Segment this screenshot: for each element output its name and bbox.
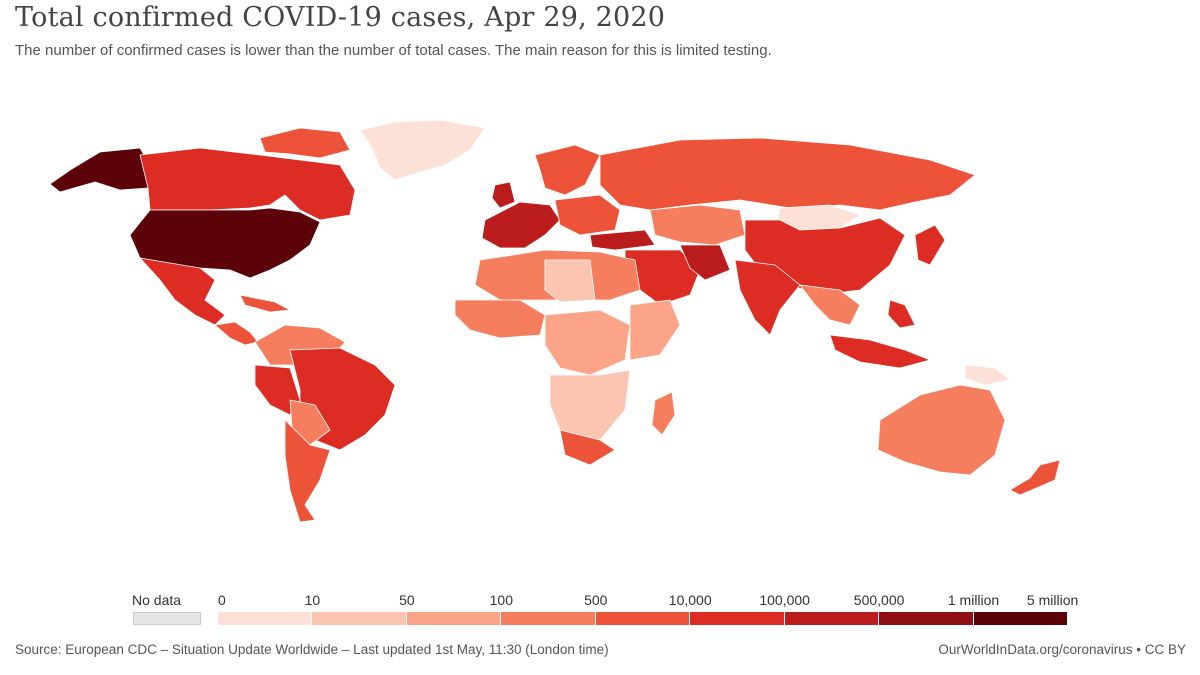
legend-tick-label: 10,000 xyxy=(668,592,712,608)
legend-tick-label: 100 xyxy=(489,592,514,608)
map-title: Total confirmed COVID-19 cases, Apr 29, … xyxy=(15,2,666,33)
legend-tick-label: 50 xyxy=(399,592,415,608)
region-iran xyxy=(679,244,731,281)
region-eastern-europe xyxy=(554,194,621,236)
region-western-europe xyxy=(481,201,561,249)
region-central-africa xyxy=(544,309,631,376)
region-central-america xyxy=(214,321,259,346)
legend-color-scale xyxy=(218,612,1068,625)
legend-tick-label: 10 xyxy=(304,592,321,608)
legend-tick-label: 500,000 xyxy=(853,592,905,608)
region-madagascar xyxy=(651,391,676,436)
region-peru xyxy=(254,364,301,416)
region-south-africa xyxy=(559,429,616,466)
region-philippines xyxy=(887,299,916,329)
region-papua-new-guinea xyxy=(964,364,1011,386)
region-australia xyxy=(877,384,1006,476)
region-bolivia xyxy=(289,399,331,446)
legend-swatch xyxy=(312,612,407,625)
region-greenland xyxy=(359,119,486,181)
legend-tick-label: 100,000 xyxy=(759,592,810,608)
legend-swatch xyxy=(973,612,1068,625)
region-arctic-canada xyxy=(259,127,351,159)
legend-swatch xyxy=(595,612,691,625)
legend-swatch xyxy=(501,612,596,625)
region-west-africa xyxy=(454,299,546,339)
legend-no-data-swatch xyxy=(133,612,201,625)
source-note: Source: European CDC – Situation Update … xyxy=(15,642,609,657)
legend-tick-label: 1 million xyxy=(947,592,1000,608)
region-alaska xyxy=(49,147,151,193)
region-canada xyxy=(139,147,356,221)
region-united-kingdom xyxy=(491,181,516,209)
legend-swatch xyxy=(879,612,974,625)
region-japan xyxy=(914,224,946,266)
legend-tick-label: 0 xyxy=(218,592,226,608)
region-mexico xyxy=(139,257,226,326)
region-indonesia xyxy=(829,334,931,369)
region-central-asia xyxy=(649,204,746,246)
map-subtitle: The number of confirmed cases is lower t… xyxy=(15,42,772,59)
legend-no-data-label: No data xyxy=(132,592,182,608)
region-scandinavia xyxy=(534,144,601,196)
legend-swatch xyxy=(218,612,313,625)
legend-tick-label: 5 million xyxy=(1026,592,1079,608)
region-east-africa xyxy=(629,299,681,361)
legend-swatch xyxy=(784,612,880,625)
legend-swatch xyxy=(690,612,785,625)
region-india xyxy=(734,259,801,336)
region-new-zealand xyxy=(1009,459,1061,496)
region-sahel xyxy=(544,259,596,303)
region-southern-cone xyxy=(284,419,331,523)
region-southeast-asia xyxy=(799,284,861,326)
credit-link[interactable]: OurWorldInData.org/coronavirus • CC BY xyxy=(938,642,1186,657)
region-turkey xyxy=(589,229,656,251)
legend-tick-label: 500 xyxy=(584,592,608,608)
region-russia xyxy=(599,137,976,211)
region-caribbean xyxy=(239,294,291,313)
world-choropleth-map[interactable] xyxy=(0,110,1200,530)
legend-swatch xyxy=(406,612,502,625)
